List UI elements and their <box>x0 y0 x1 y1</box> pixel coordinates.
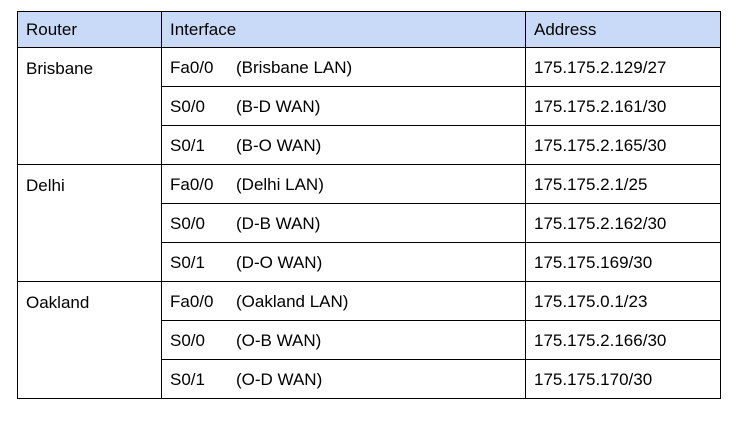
interface-port: S0/0 <box>170 330 205 350</box>
table-row: S0/0 (B-D WAN) 175.175.2.161/30 <box>18 86 721 126</box>
interface-port: S0/1 <box>170 252 205 272</box>
interface-cell: S0/1 (B-O WAN) <box>161 125 526 165</box>
interface-port: Fa0/0 <box>170 291 214 311</box>
header-address: Address <box>525 11 721 48</box>
router-cell: Oakland <box>17 281 162 399</box>
address-cell: 175.175.169/30 <box>525 242 721 282</box>
interface-port: S0/0 <box>170 96 205 116</box>
interface-desc: (D-O WAN) <box>236 252 323 272</box>
router-cell: Brisbane <box>17 47 162 165</box>
interface-desc: (Delhi LAN) <box>236 174 324 194</box>
interface-cell: S0/0 (D-B WAN) <box>161 203 526 243</box>
interface-port: S0/1 <box>170 135 205 155</box>
interface-desc: (O-D WAN) <box>236 369 323 389</box>
address-cell: 175.175.0.1/23 <box>525 281 721 321</box>
address-cell: 175.175.2.1/25 <box>525 164 721 204</box>
interface-desc: (B-O WAN) <box>236 135 322 155</box>
table-row: S0/0 (O-B WAN) 175.175.2.166/30 <box>18 320 721 360</box>
address-cell: 175.175.2.162/30 <box>525 203 721 243</box>
table-row: Oakland Fa0/0 (Oakland LAN) 175.175.0.1/2… <box>17 281 721 399</box>
table-row: S0/1 (B-O WAN) 175.175.2.165/30 <box>18 125 721 165</box>
interface-cell: Fa0/0 (Oakland LAN) <box>161 281 526 321</box>
interface-port: S0/1 <box>170 369 205 389</box>
address-cell: 175.175.2.166/30 <box>525 320 721 360</box>
table-row: S0/1 (D-O WAN) 175.175.169/30 <box>18 242 721 282</box>
address-cell: 175.175.170/30 <box>525 359 721 399</box>
interface-port: Fa0/0 <box>170 174 214 194</box>
interface-desc: (D-B WAN) <box>236 213 321 233</box>
table-row: S0/0 (D-B WAN) 175.175.2.162/30 <box>18 203 721 243</box>
address-cell: 175.175.2.161/30 <box>525 86 721 126</box>
header-row: Router Interface Address <box>17 11 721 48</box>
interface-cell: Fa0/0 (Delhi LAN) <box>161 164 526 204</box>
header-interface: Interface <box>161 11 526 48</box>
interface-cell: S0/1 (O-D WAN) <box>161 359 526 399</box>
interface-port: S0/0 <box>170 213 205 233</box>
interface-desc: (B-D WAN) <box>236 96 321 116</box>
header-router: Router <box>17 11 162 48</box>
interface-desc: (Oakland LAN) <box>236 291 349 311</box>
interface-desc: (Brisbane LAN) <box>236 57 353 77</box>
table-row: Brisbane Fa0/0 (Brisbane LAN) 175.175.2.1… <box>17 47 721 165</box>
address-cell: 175.175.2.165/30 <box>525 125 721 165</box>
interface-cell: Fa0/0 (Brisbane LAN) <box>161 47 526 87</box>
table-row: S0/1 (O-D WAN) 175.175.170/30 <box>18 359 721 399</box>
address-cell: 175.175.2.129/27 <box>525 47 721 87</box>
router-cell: Delhi <box>17 164 162 282</box>
interface-desc: (O-B WAN) <box>236 330 322 350</box>
interface-cell: S0/1 (D-O WAN) <box>161 242 526 282</box>
addressing-table: Router Interface Address Brisbane Fa0/0 (… <box>17 11 721 399</box>
interface-port: Fa0/0 <box>170 57 214 77</box>
interface-cell: S0/0 (O-B WAN) <box>161 320 526 360</box>
interface-cell: S0/0 (B-D WAN) <box>161 86 526 126</box>
table-header: Router Interface Address <box>17 11 721 48</box>
table-body: Brisbane Fa0/0 (Brisbane LAN) 175.175.2.1… <box>17 47 721 399</box>
table-row: Delhi Fa0/0 (Delhi LAN) 175.175.2.1/25 <box>17 164 721 282</box>
